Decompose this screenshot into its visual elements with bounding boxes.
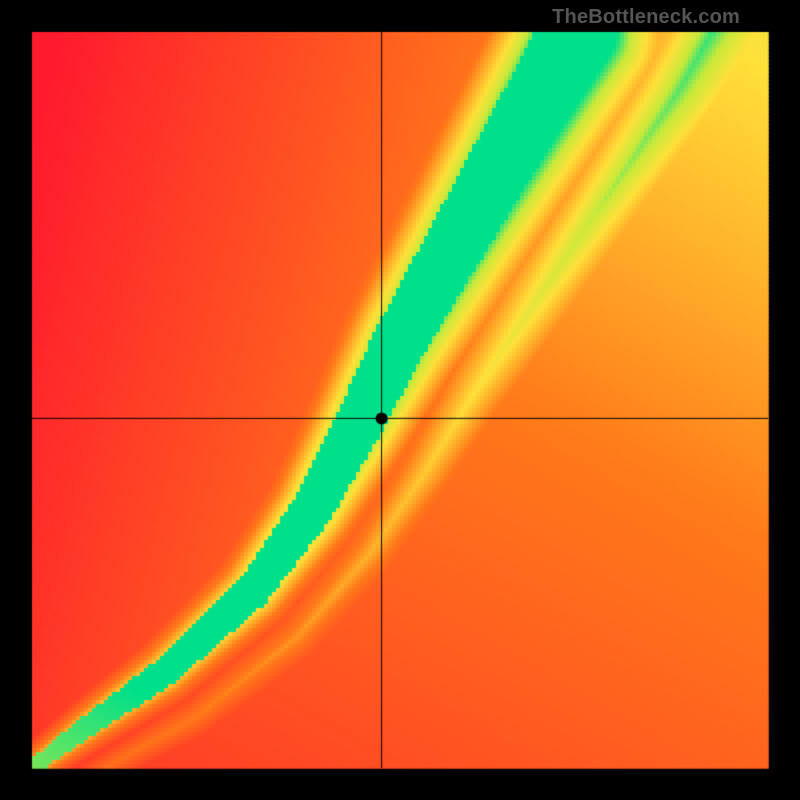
chart-container: TheBottleneck.com	[0, 0, 800, 800]
heatmap-canvas	[0, 0, 800, 800]
watermark-label: TheBottleneck.com	[552, 6, 740, 29]
